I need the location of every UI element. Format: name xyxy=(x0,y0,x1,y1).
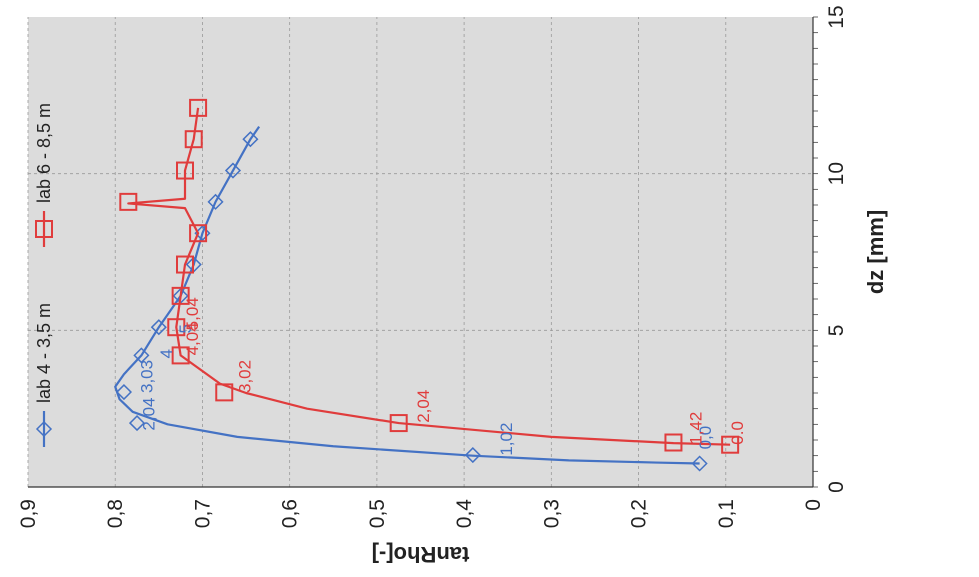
data-point-marker xyxy=(128,415,146,432)
x-axis-title: dz [mm] xyxy=(863,210,888,294)
y-tick-label: 0,7 xyxy=(191,499,214,528)
data-label: 5,04 xyxy=(183,297,202,330)
series-line xyxy=(127,107,731,446)
data-label: 2,04 xyxy=(139,398,158,431)
series-diamond xyxy=(114,126,708,472)
x-tick-label: 15 xyxy=(825,5,848,28)
data-label: 4 xyxy=(157,349,176,358)
y-tick-label: 0 xyxy=(802,499,825,511)
data-label: 0,0 xyxy=(696,426,715,450)
data-point-marker xyxy=(215,383,234,402)
y-tick-label: 0,1 xyxy=(715,499,738,528)
data-point-marker xyxy=(171,346,190,365)
data-point-marker xyxy=(389,414,408,433)
data-label: 0.0 xyxy=(728,421,747,445)
x-tick-label: 0 xyxy=(825,481,848,493)
series-square xyxy=(119,98,740,454)
y-tick-label: 0,5 xyxy=(366,499,389,528)
data-point-marker xyxy=(115,383,133,401)
plot-area xyxy=(28,17,813,487)
data-point-marker xyxy=(176,255,194,274)
legend: lab 4 - 3,5 m lab 6 - 8,5 m xyxy=(34,103,54,447)
y-tick-label: 0,9 xyxy=(17,499,40,528)
y-tick-label: 0,4 xyxy=(453,499,476,529)
data-label: 2,04 xyxy=(414,390,433,423)
legend-label: lab 6 - 8,5 m xyxy=(34,103,54,203)
data-point-marker xyxy=(167,318,186,337)
axes: 0 0,1 0,2 0,3 0,4 0,5 0,6 0,7 0,8 0,9 0 5 10 15 xyxy=(17,5,848,528)
data-point-marker xyxy=(721,435,740,454)
x-tick-label: 10 xyxy=(825,162,848,185)
data-point-marker xyxy=(150,319,167,336)
data-point-marker xyxy=(185,256,202,273)
data-label: 3,03 xyxy=(138,360,157,393)
data-point-marker xyxy=(664,433,683,452)
data-point-marker xyxy=(242,131,259,148)
y-tick-label: 0,8 xyxy=(104,499,127,528)
series xyxy=(114,98,740,472)
y-tick-label: 0,3 xyxy=(540,499,563,528)
data-point-marker xyxy=(184,130,203,149)
legend-label: lab 4 - 3,5 m xyxy=(34,303,54,403)
y-tick-label: 0,6 xyxy=(279,499,302,528)
data-point-marker xyxy=(35,420,53,438)
data-point-marker xyxy=(224,162,242,179)
y-tick-label: 0,2 xyxy=(628,499,651,528)
y-axis-title: tanRho[-] xyxy=(372,542,470,567)
data-point-marker xyxy=(35,220,53,238)
data-point-marker xyxy=(119,192,138,211)
data-point-marker xyxy=(176,161,194,180)
data-point-marker xyxy=(691,455,708,472)
data-label: 5 xyxy=(176,324,195,333)
data-labels: 0,0 1,02 2,04 3,034 5 0.0 1,42 2,04 3,02 4,045,04 xyxy=(138,297,747,455)
data-point-marker xyxy=(189,98,208,117)
data-label: 3,02 xyxy=(235,360,254,393)
data-label: 1,02 xyxy=(497,423,516,456)
data-point-marker xyxy=(464,446,481,464)
data-point-marker xyxy=(194,225,211,242)
data-label: 1,42 xyxy=(686,412,705,445)
grid xyxy=(27,17,813,487)
x-tick-label: 5 xyxy=(825,324,848,336)
data-point-marker xyxy=(189,224,208,243)
data-label: 4,04 xyxy=(183,322,202,355)
data-point-marker xyxy=(207,193,224,210)
data-point-marker xyxy=(171,286,190,305)
data-point-marker xyxy=(133,347,150,364)
